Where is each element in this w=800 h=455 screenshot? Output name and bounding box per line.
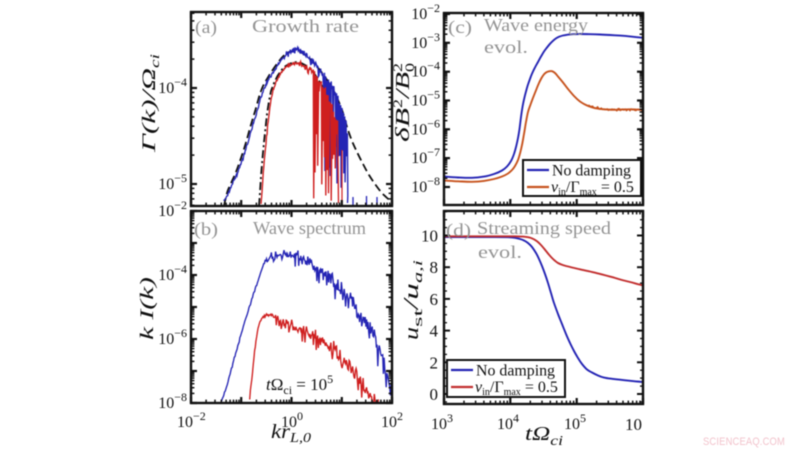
- svg-text:SCIENCEAQ.COM: SCIENCEAQ.COM: [703, 436, 785, 448]
- svg-text:8: 8: [430, 258, 439, 277]
- svg-text:10: 10: [625, 415, 642, 434]
- svg-text:/u: /u: [399, 283, 423, 311]
- svg-text:4: 4: [430, 322, 439, 341]
- svg-text:(c): (c): [448, 17, 472, 37]
- svg-text:(a): (a): [195, 17, 217, 37]
- svg-text:k I(k): k I(k): [137, 277, 158, 340]
- svg-text:evol.: evol.: [478, 242, 522, 262]
- svg-text:(b): (b): [194, 219, 218, 239]
- svg-text:a,i: a,i: [410, 259, 425, 283]
- svg-text:νin/Γmax = 0.5: νin/Γmax = 0.5: [551, 179, 634, 198]
- svg-text:tΩci: tΩ ci: [525, 423, 563, 449]
- svg-text:2: 2: [390, 63, 405, 72]
- svg-text:νin/Γmax = 0.5: νin/Γmax = 0.5: [475, 379, 558, 398]
- svg-text:Streaming speed: Streaming speed: [477, 218, 611, 238]
- svg-text:u: u: [399, 327, 423, 340]
- svg-text:0: 0: [402, 63, 417, 72]
- svg-text:0: 0: [430, 385, 439, 404]
- svg-text:10: 10: [421, 227, 438, 246]
- svg-text:No damping: No damping: [476, 363, 555, 380]
- svg-text:2: 2: [430, 353, 439, 372]
- svg-text:Growth rate: Growth rate: [252, 16, 359, 36]
- svg-text:st: st: [410, 308, 425, 327]
- svg-text:No damping: No damping: [552, 163, 631, 180]
- svg-text:tΩci = 105: tΩci = 105: [266, 372, 333, 397]
- svg-text:Γ(k)/Ω: Γ(k)/Ω: [139, 68, 160, 154]
- svg-text:δB: δB: [392, 108, 414, 142]
- svg-text:Wave spectrum: Wave spectrum: [253, 218, 366, 238]
- svg-text:6: 6: [430, 290, 439, 309]
- svg-text:evol.: evol.: [484, 37, 528, 57]
- svg-text:/B: /B: [392, 72, 414, 99]
- svg-text:(d): (d): [446, 220, 471, 240]
- svg-text:ci: ci: [147, 53, 162, 68]
- svg-text:Wave energy: Wave energy: [484, 15, 588, 35]
- svg-text:2: 2: [390, 99, 405, 108]
